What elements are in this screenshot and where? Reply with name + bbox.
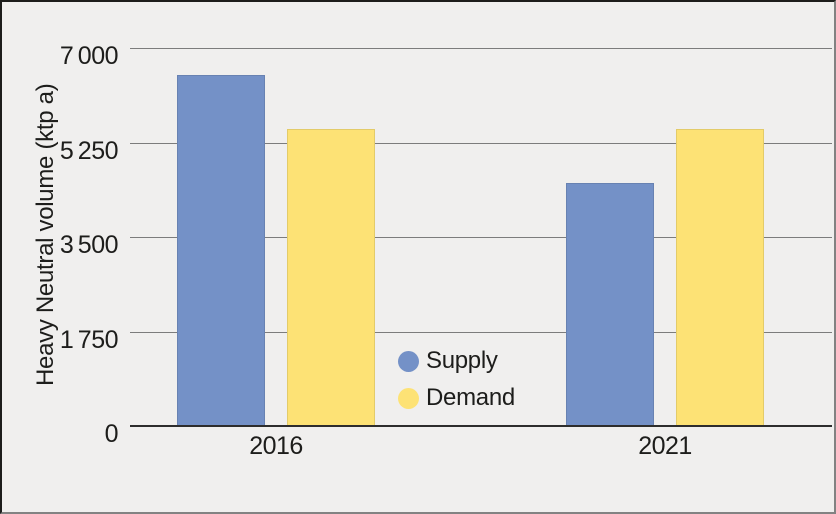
bar-demand-2016: [287, 129, 375, 426]
bar-supply-2016: [177, 75, 265, 426]
legend-dot-supply-icon: [398, 350, 419, 372]
gridline: [130, 237, 832, 238]
y-tick-label: 7 000: [59, 42, 119, 70]
gridline: [130, 331, 832, 333]
x-tick-label: 2021: [638, 432, 692, 460]
legend-item-demand: Demand: [398, 385, 515, 411]
x-axis-baseline: [130, 425, 832, 427]
bar-demand-2021: [676, 129, 764, 426]
legend: Supply Demand: [398, 348, 515, 411]
y-tick-label: 5 250: [59, 136, 119, 165]
legend-label: Supply: [426, 347, 498, 374]
gridline: [130, 142, 832, 144]
y-tick-label: 1 750: [59, 325, 119, 354]
y-tick-label: 0: [104, 420, 119, 448]
legend-label: Demand: [426, 384, 515, 411]
legend-item-supply: Supply: [398, 348, 515, 374]
bar-supply-2021: [566, 183, 654, 426]
legend-dot-demand-icon: [398, 387, 419, 409]
y-tick-label: 3 500: [59, 231, 119, 259]
gridline: [130, 48, 832, 49]
x-tick-label: 2016: [249, 432, 303, 460]
